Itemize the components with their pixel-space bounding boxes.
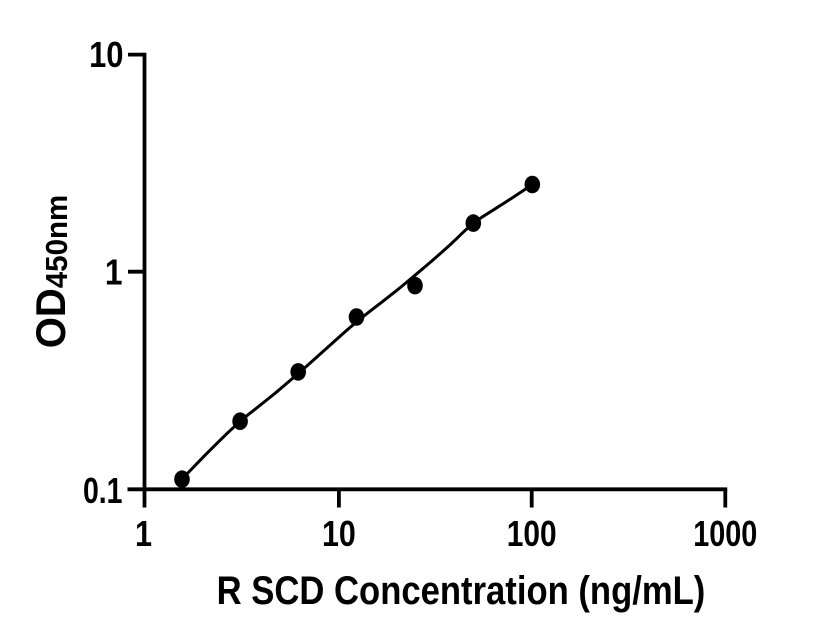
svg-text:1: 1 [135,515,152,555]
svg-text:1000: 1000 [693,513,757,554]
svg-text:R SCD Concentration (ng/mL): R SCD Concentration (ng/mL) [217,568,706,613]
svg-text:1: 1 [105,252,123,292]
svg-text:10: 10 [89,36,123,76]
svg-text:0.1: 0.1 [83,471,123,511]
svg-text:10: 10 [322,514,356,554]
svg-text:100: 100 [507,514,557,554]
